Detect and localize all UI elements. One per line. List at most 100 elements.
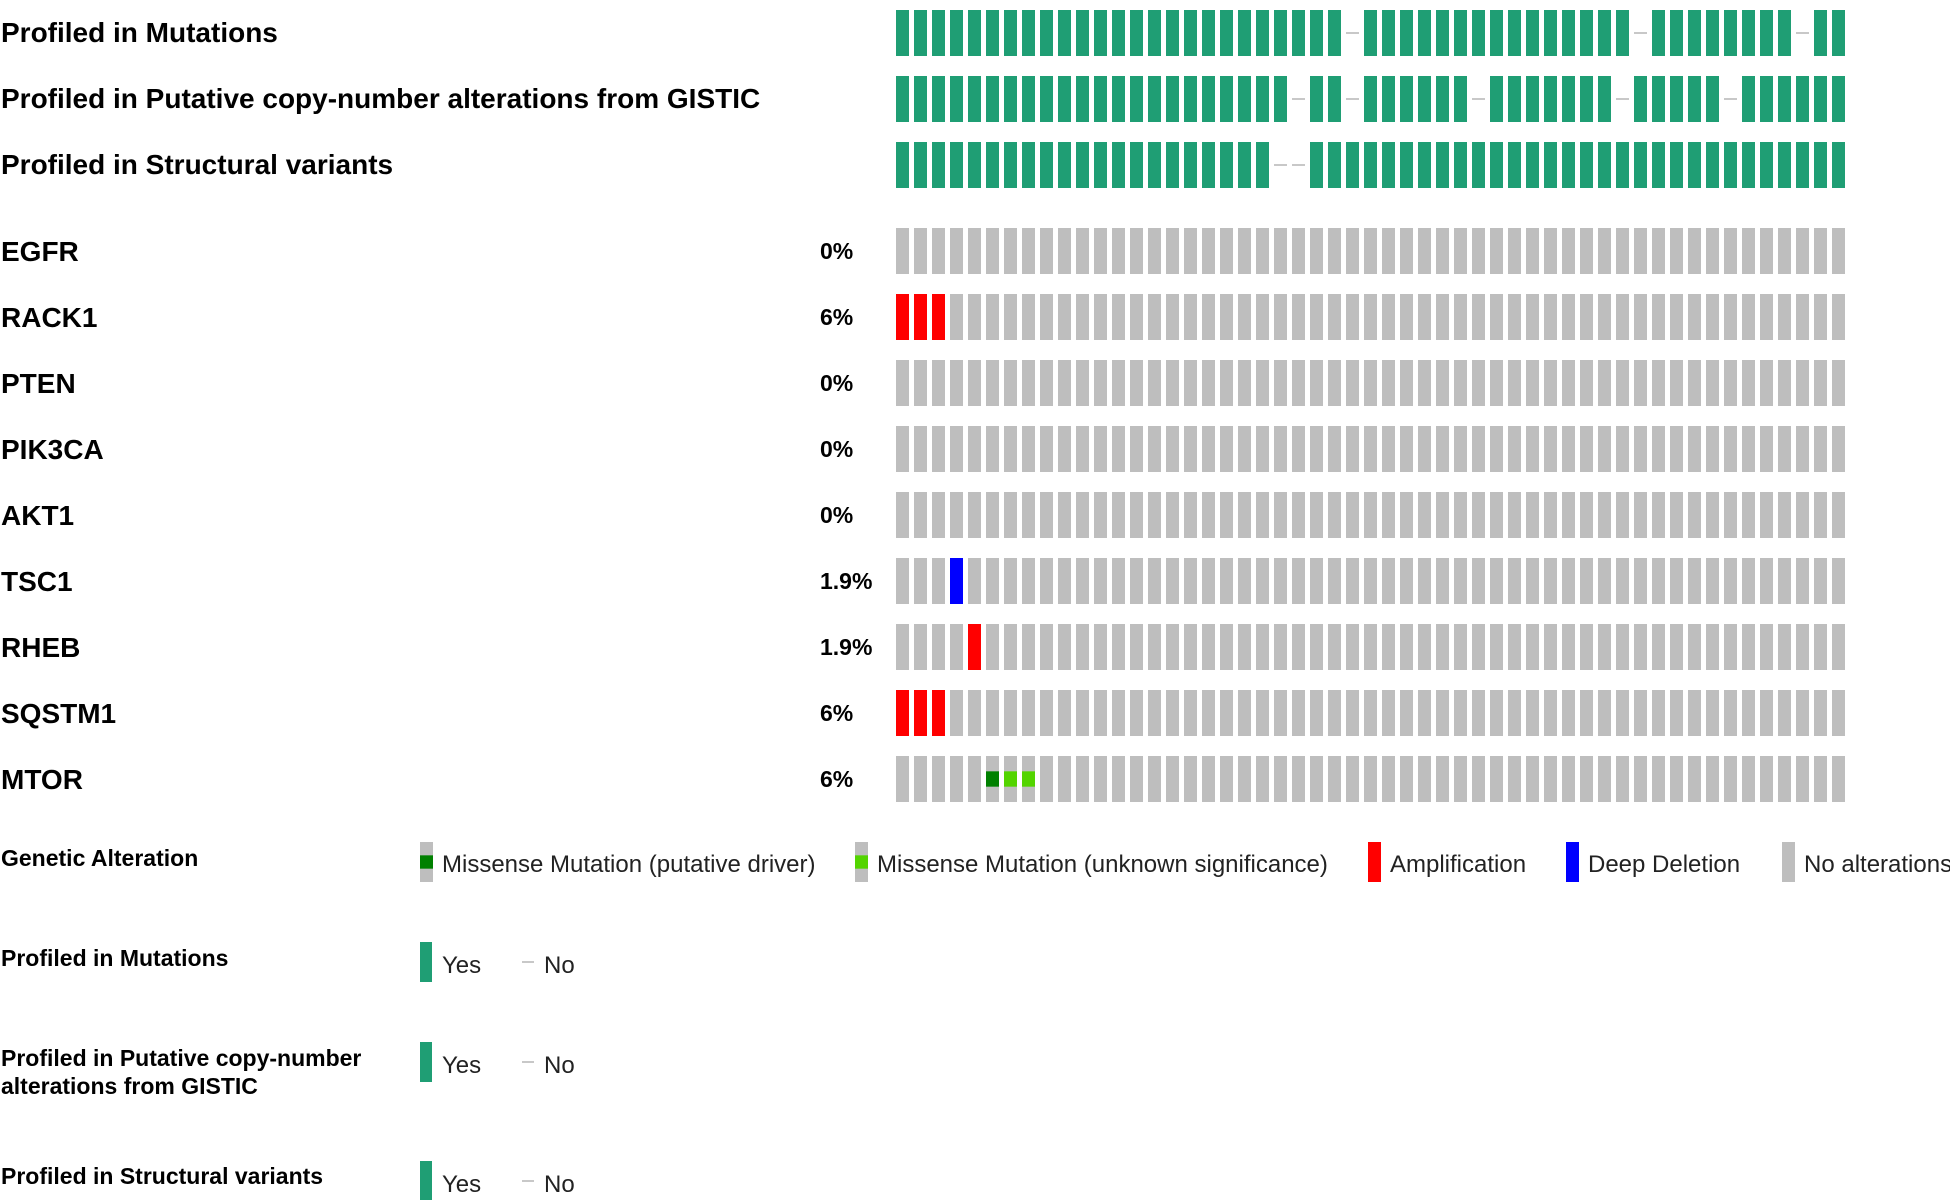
- gene-cell-no-alteration: [1580, 690, 1593, 736]
- profile-cell-profiled: [1076, 10, 1089, 56]
- profile-cell-not-profiled: [1634, 32, 1647, 34]
- gene-cell-no-alteration: [1616, 624, 1629, 670]
- profile-cell-profiled: [1328, 10, 1341, 56]
- gene-cell-no-alteration: [1526, 492, 1539, 538]
- profile-cell-profiled: [1076, 76, 1089, 122]
- profile-cell-profiled: [1526, 142, 1539, 188]
- gene-cell-no-alteration: [1670, 492, 1683, 538]
- gene-cell-no-alteration: [1490, 426, 1503, 472]
- gene-cell-no-alteration: [1418, 690, 1431, 736]
- profile-cell-profiled: [1364, 76, 1377, 122]
- gene-cell-no-alteration: [1328, 228, 1341, 274]
- gene-cell-no-alteration: [914, 360, 927, 406]
- gene-cell-no-alteration: [1040, 294, 1053, 340]
- gene-cell-no-alteration: [968, 294, 981, 340]
- gene-cell-no-alteration: [1742, 624, 1755, 670]
- profile-cell-profiled: [1220, 76, 1233, 122]
- gene-cell-no-alteration: [1364, 558, 1377, 604]
- gene-cell-no-alteration: [1076, 492, 1089, 538]
- gene-cell-no-alteration: [1652, 558, 1665, 604]
- gene-cell-no-alteration: [1418, 492, 1431, 538]
- gene-cell-no-alteration: [1328, 690, 1341, 736]
- gene-cell-no-alteration: [1796, 624, 1809, 670]
- gene-cell-no-alteration: [986, 558, 999, 604]
- profile-cell-profiled: [896, 142, 909, 188]
- profile-cell-profiled: [1616, 10, 1629, 56]
- profile-cell-profiled: [1670, 142, 1683, 188]
- profile-cell-profiled: [1310, 76, 1323, 122]
- gene-cell-no-alteration: [1616, 756, 1629, 802]
- profile-cell-profiled: [1580, 76, 1593, 122]
- gene-cell-no-alteration: [1760, 690, 1773, 736]
- gene-cell-no-alteration: [986, 690, 999, 736]
- gene-cell-no-alteration: [1652, 228, 1665, 274]
- gene-cell-no-alteration: [896, 624, 909, 670]
- gene-cell-no-alteration: [1166, 558, 1179, 604]
- profile-cell-profiled: [1616, 142, 1629, 188]
- gene-cell-no-alteration: [1022, 624, 1035, 670]
- gene-cell-no-alteration: [1652, 690, 1665, 736]
- gene-cell-no-alteration: [1328, 294, 1341, 340]
- gene-cell-no-alteration: [1256, 558, 1269, 604]
- profile-cell-profiled: [914, 142, 927, 188]
- gene-cell-no-alteration: [1130, 690, 1143, 736]
- profile-cell-profiled: [896, 10, 909, 56]
- gene-cell-no-alteration: [968, 558, 981, 604]
- gene-cell-no-alteration: [1580, 756, 1593, 802]
- gene-cell-no-alteration: [1814, 690, 1827, 736]
- gene-cell-no-alteration: [1778, 624, 1791, 670]
- gene-cell-no-alteration: [950, 492, 963, 538]
- gene-cell-no-alteration: [1526, 228, 1539, 274]
- gene-cell-no-alteration: [1058, 492, 1071, 538]
- gene-cell-no-alteration: [1418, 294, 1431, 340]
- gene-cell-no-alteration: [1670, 426, 1683, 472]
- gene-cell-no-alteration: [1112, 624, 1125, 670]
- gene-cell-no-alteration: [1580, 228, 1593, 274]
- gene-cell-no-alteration: [1634, 756, 1647, 802]
- gene-cell-no-alteration: [1544, 492, 1557, 538]
- gene-cell-no-alteration: [1760, 624, 1773, 670]
- gene-cell-no-alteration: [1274, 624, 1287, 670]
- gene-cell-no-alteration: [1148, 624, 1161, 670]
- gene-alteration-percent: 6%: [820, 766, 853, 792]
- gene-cell-no-alteration: [1616, 360, 1629, 406]
- gene-label: MTOR: [1, 764, 83, 795]
- profile-cell-profiled: [1562, 10, 1575, 56]
- profile-cell-profiled: [1328, 76, 1341, 122]
- gene-cell-no-alteration: [1058, 426, 1071, 472]
- gene-alteration-percent: 1.9%: [820, 568, 872, 594]
- profile-cell-profiled: [1742, 76, 1755, 122]
- profile-cell-profiled: [1148, 76, 1161, 122]
- gene-cell-no-alteration: [1598, 690, 1611, 736]
- gene-cell-no-alteration: [1022, 558, 1035, 604]
- profile-cell-profiled: [1472, 142, 1485, 188]
- gene-cell-no-alteration: [1706, 426, 1719, 472]
- gene-cell-no-alteration: [1706, 690, 1719, 736]
- profile-cell-profiled: [1058, 10, 1071, 56]
- gene-cell-no-alteration: [1670, 624, 1683, 670]
- gene-cell-no-alteration: [1058, 228, 1071, 274]
- gene-cell-no-alteration: [1634, 360, 1647, 406]
- gene-cell-no-alteration: [1202, 558, 1215, 604]
- legend-swatch-amplification: [1368, 842, 1381, 882]
- gene-cell-no-alteration: [1832, 624, 1845, 670]
- gene-cell-no-alteration: [968, 426, 981, 472]
- gene-cell-no-alteration: [1796, 492, 1809, 538]
- profile-cell-profiled: [1760, 142, 1773, 188]
- profile-cell-profiled: [1274, 10, 1287, 56]
- gene-cell-no-alteration: [1202, 690, 1215, 736]
- gene-cell-no-alteration: [1598, 228, 1611, 274]
- gene-cell-no-alteration: [1814, 228, 1827, 274]
- profile-cell-profiled: [932, 10, 945, 56]
- gene-cell-no-alteration: [1760, 294, 1773, 340]
- gene-cell-no-alteration: [1310, 690, 1323, 736]
- gene-cell-no-alteration: [1724, 228, 1737, 274]
- gene-alteration-percent: 0%: [820, 436, 853, 462]
- gene-cell-no-alteration: [1706, 228, 1719, 274]
- gene-cell-no-alteration: [1490, 624, 1503, 670]
- profile-cell-profiled: [1562, 76, 1575, 122]
- gene-cell-no-alteration: [1148, 492, 1161, 538]
- profile-cell-profiled: [1094, 76, 1107, 122]
- profile-cell-profiled: [986, 76, 999, 122]
- profile-cell-profiled: [1076, 142, 1089, 188]
